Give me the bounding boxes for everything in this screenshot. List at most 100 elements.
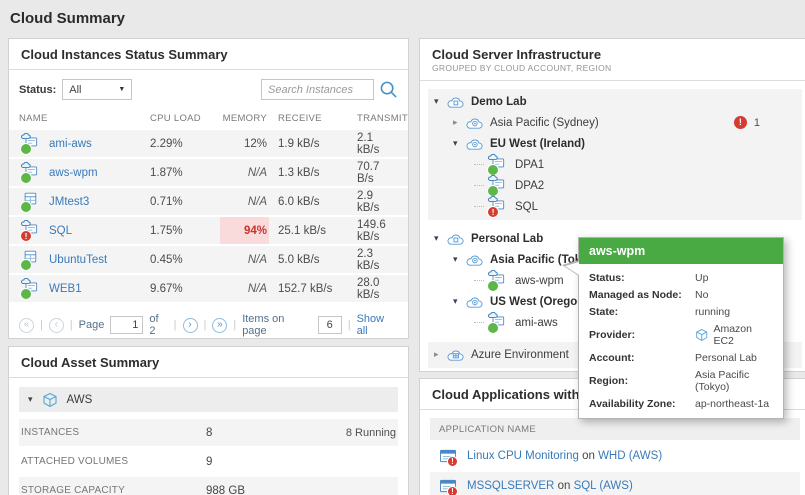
last-page-button[interactable]: » [212, 317, 228, 333]
instance-label[interactable]: DPA1 [515, 158, 545, 171]
table-controls: Status: All ▼ [9, 70, 408, 108]
expander-icon[interactable]: ▾ [434, 96, 439, 106]
tree-instance-row[interactable]: ami-aws [428, 312, 802, 334]
transmit-value: 2.3 kB/s [357, 247, 380, 272]
panel-title: Cloud Asset Summary [9, 347, 408, 378]
receive-value: 25.1 kB/s [278, 224, 326, 237]
tree-region-row[interactable]: ▾ US West (Oregon) [428, 291, 802, 312]
tree-account-row[interactable]: ▸ Azure Environment [428, 344, 802, 365]
tooltip-label: State: [589, 305, 619, 318]
memory-value: N/A [247, 282, 267, 295]
region-label[interactable]: EU West (Ireland) [490, 137, 585, 150]
tooltip-row: Availability Zone: ap-northeast-1a [579, 395, 783, 412]
application-row: Linux CPU Monitoring on WHD (AWS) [430, 442, 800, 470]
status-filter-value: All [69, 83, 82, 96]
instance-link[interactable]: UbuntuTest [49, 253, 108, 266]
column-header-cpu[interactable]: CPU LOAD [150, 112, 201, 124]
tooltip-label: Status: [589, 271, 625, 284]
region-label[interactable]: Asia Pacific (Sydney) [490, 116, 599, 129]
tree-instance-row[interactable]: DPA1 [428, 154, 802, 176]
column-header-transmit[interactable]: TRANSMIT [357, 112, 408, 124]
column-header-label: APPLICATION NAME [439, 423, 537, 435]
column-header-memory[interactable]: MEMORY [222, 112, 267, 124]
separator: | [347, 319, 351, 331]
instance-cloud-server-icon [486, 270, 509, 292]
instance-link[interactable]: aws-wpm [49, 166, 98, 179]
on-label: on [582, 450, 595, 462]
cloud-account-icon [447, 95, 465, 109]
cpu-load-value: 2.29% [150, 137, 183, 150]
instance-label[interactable]: aws-wpm [515, 274, 564, 287]
azure-cloud-icon [447, 348, 465, 362]
previous-page-button[interactable]: ‹ [48, 317, 64, 333]
asset-value: 8 [206, 426, 213, 439]
separator: | [203, 319, 207, 331]
application-link[interactable]: MSSQLSERVER [467, 480, 555, 492]
expander-icon[interactable]: ▾ [28, 394, 33, 404]
region-label[interactable]: US West (Oregon) [490, 295, 589, 308]
application-link[interactable]: Linux CPU Monitoring [467, 450, 579, 462]
items-on-page-input[interactable] [317, 316, 342, 334]
instance-link[interactable]: WEB1 [49, 282, 82, 295]
column-header-receive[interactable]: RECEIVE [278, 112, 322, 124]
memory-value: N/A [247, 195, 267, 208]
host-link[interactable]: WHD (AWS) [598, 450, 663, 462]
status-down-icon [487, 206, 499, 218]
tooltip-value: Asia Pacific (Tokyo) [695, 368, 750, 393]
asset-row: ATTACHED VOLUMES 9 [19, 448, 398, 475]
search-icon[interactable] [379, 80, 398, 99]
asset-row: INSTANCES 8 8 Running [19, 419, 398, 446]
expander-icon[interactable]: ▸ [453, 117, 458, 127]
transmit-value: 70.7 B/s [357, 160, 380, 185]
show-all-link[interactable]: Show all [356, 313, 385, 337]
tree-region-row[interactable]: ▾ EU West (Ireland) [428, 133, 802, 154]
application-name-column-header[interactable]: APPLICATION NAME [430, 418, 800, 440]
tree-account-row[interactable]: ▾ Personal Lab [428, 228, 802, 249]
region-problem-count: 1 [733, 116, 760, 129]
aws-cube-icon [42, 392, 58, 408]
tree-instance-row[interactable]: SQL [428, 196, 802, 218]
expander-icon[interactable]: ▸ [434, 349, 439, 359]
aws-group-header[interactable]: ▾ AWS [19, 387, 398, 412]
status-up-icon [487, 280, 499, 292]
tooltip-body: Status: Up Managed as Node: No State: ru… [579, 264, 783, 418]
page-number-input[interactable] [110, 316, 144, 334]
tooltip-label: Region: [589, 374, 629, 387]
tree-guide-line [474, 185, 484, 186]
tooltip-tail [565, 262, 579, 275]
cloud-instances-status-summary-panel: Cloud Instances Status Summary Status: A… [8, 38, 409, 339]
expander-icon[interactable]: ▾ [453, 254, 458, 264]
instance-link[interactable]: SQL [49, 224, 73, 237]
instance-label[interactable]: ami-aws [515, 316, 558, 329]
tree-guide-line [474, 322, 484, 323]
tree-instance-row[interactable]: DPA2 [428, 175, 802, 197]
tree-account-row[interactable]: ▾ Demo Lab [428, 91, 802, 112]
instance-link[interactable]: ami-aws [49, 137, 92, 150]
tree-instance-row[interactable]: aws-wpm [428, 270, 802, 292]
instance-label[interactable]: DPA2 [515, 179, 545, 192]
search-input[interactable] [261, 79, 374, 100]
tree-guide-line [474, 280, 484, 281]
instance-cloud-server-icon [19, 278, 42, 299]
instance-label[interactable]: SQL [515, 200, 539, 213]
tree-region-row[interactable]: ▸ Asia Pacific (Sydney) 1 [428, 112, 802, 133]
account-label[interactable]: Demo Lab [471, 95, 527, 108]
instance-link[interactable]: JMtest3 [49, 195, 90, 208]
next-page-button[interactable]: › [182, 317, 198, 333]
memory-value: N/A [247, 166, 267, 179]
expander-icon[interactable]: ▾ [453, 138, 458, 148]
host-link[interactable]: SQL (AWS) [573, 480, 633, 492]
status-filter-select[interactable]: All ▼ [62, 79, 133, 100]
column-header-name[interactable]: NAME [19, 112, 48, 124]
separator: | [173, 319, 177, 331]
status-filter-label: Status: [19, 83, 57, 96]
account-label[interactable]: Personal Lab [471, 232, 544, 245]
tooltip-label: Provider: [589, 328, 636, 341]
expander-icon[interactable]: ▾ [434, 233, 439, 243]
expander-icon[interactable]: ▾ [453, 296, 458, 306]
error-badge-icon [733, 116, 747, 129]
account-label[interactable]: Azure Environment [471, 348, 569, 361]
application-row: MSSQLSERVER on SQL (AWS) [430, 472, 800, 495]
first-page-button[interactable]: « [19, 317, 34, 333]
cloud-asset-summary-panel: Cloud Asset Summary ▾ AWS INSTANCES 8 8 … [8, 346, 409, 495]
